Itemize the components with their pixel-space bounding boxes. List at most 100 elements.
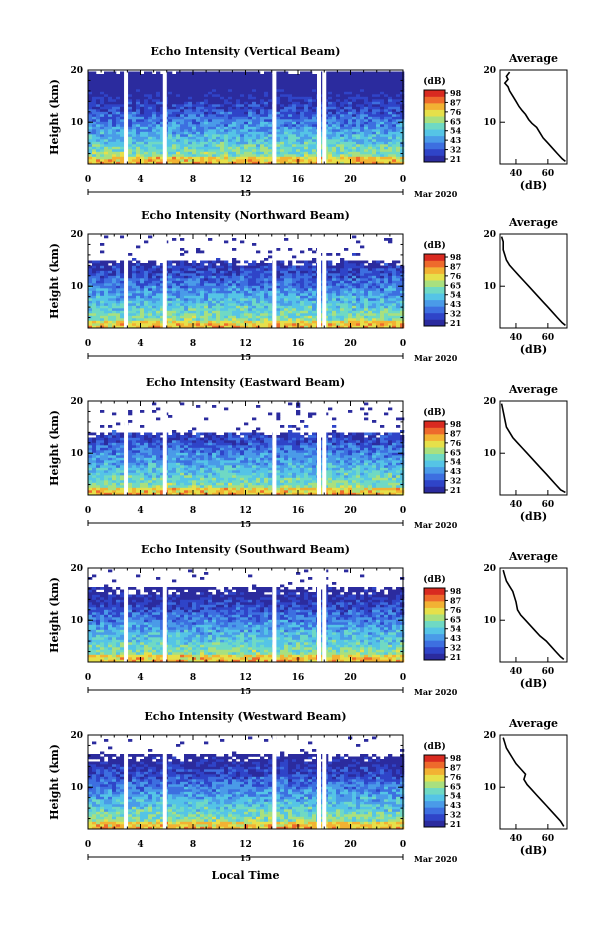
heatmap-cell (196, 79, 200, 82)
heatmap-cell (132, 107, 136, 110)
heatmap-cell (360, 94, 364, 97)
heatmap-cell (188, 114, 192, 117)
heatmap-cell (140, 114, 144, 117)
heatmap-cell (280, 99, 284, 102)
heatmap-cell (220, 109, 224, 112)
heatmap-cell (336, 159, 340, 162)
heatmap-cell (144, 147, 148, 150)
heatmap-cell (292, 84, 296, 87)
heatmap-cell (196, 84, 200, 87)
heatmap-cell (336, 291, 340, 294)
heatmap-cell (156, 142, 160, 145)
heatmap-cell (384, 278, 388, 281)
heatmap-cell (364, 152, 368, 155)
heatmap-cell (308, 154, 312, 157)
heatmap-cell (360, 308, 364, 311)
heatmap-cell (228, 293, 232, 296)
heatmap-cell (352, 129, 356, 132)
heatmap-cell (264, 316, 268, 319)
heatmap-cell (268, 92, 272, 95)
heatmap-cell (144, 72, 148, 75)
heatmap-cell (380, 72, 384, 75)
heatmap-cell (244, 114, 248, 117)
heatmap-cell (228, 316, 232, 319)
heatmap-cell (340, 117, 344, 120)
heatmap-cell (368, 308, 372, 311)
heatmap-cell (200, 308, 204, 311)
heatmap-cell (288, 298, 292, 301)
heatmap-cell (116, 313, 120, 316)
heatmap-cell (188, 311, 192, 314)
heatmap-cell (296, 137, 300, 140)
heatmap-cell (188, 79, 192, 82)
heatmap-cell (368, 313, 372, 316)
heatmap-cell (260, 77, 264, 80)
heatmap-cell (224, 132, 228, 135)
heatmap-cell (204, 139, 208, 142)
heatmap-cell (100, 79, 104, 82)
heatmap-cell (240, 283, 244, 286)
heatmap-cell (312, 147, 316, 150)
heatmap-cell (292, 288, 296, 291)
heatmap-cell (372, 129, 376, 132)
heatmap-cell (232, 99, 236, 102)
heatmap-cell (396, 117, 400, 120)
heatmap-cell (236, 127, 240, 130)
heatmap-cell (144, 79, 148, 82)
heatmap-cell (304, 291, 308, 294)
heatmap-cell (180, 316, 184, 319)
heatmap-cell (312, 157, 316, 160)
heatmap-cell (228, 87, 232, 90)
heatmap-cell (340, 122, 344, 125)
heatmap-cell (372, 94, 376, 97)
heatmap-cell (340, 281, 344, 284)
heatmap-cell (332, 129, 336, 132)
heatmap-cell (280, 132, 284, 135)
heatmap-cell (308, 316, 312, 319)
heatmap-cell (168, 117, 172, 120)
heatmap-cell (184, 266, 188, 269)
heatmap-cell (172, 82, 176, 85)
heatmap-cell (140, 157, 144, 160)
heatmap-cell (352, 149, 356, 152)
heatmap-cell (236, 74, 240, 77)
heatmap-cell (360, 286, 364, 289)
heatmap-cell (280, 298, 284, 301)
heatmap-cell (200, 323, 204, 326)
heatmap-cell (296, 273, 300, 276)
heatmap-cell (244, 293, 248, 296)
heatmap-cell (256, 268, 260, 271)
heatmap-cell (344, 137, 348, 140)
heatmap-cell (180, 323, 184, 326)
heatmap-cell (204, 147, 208, 150)
heatmap-cell (344, 296, 348, 299)
heatmap-cell (332, 301, 336, 304)
heatmap-cell (144, 132, 148, 135)
heatmap-cell (132, 117, 136, 120)
heatmap-cell (376, 132, 380, 135)
heatmap-cell (244, 266, 248, 269)
heatmap-cell (264, 104, 268, 107)
heatmap-cell (328, 112, 332, 115)
heatmap-cell (92, 147, 96, 150)
heatmap-cell (168, 84, 172, 87)
heatmap-cell (380, 283, 384, 286)
heatmap-cell (208, 268, 212, 271)
heatmap-cell (152, 271, 156, 274)
heatmap-cell (180, 107, 184, 110)
heatmap-cell (308, 87, 312, 90)
heatmap-cell (308, 306, 312, 309)
heatmap-cell (372, 306, 376, 309)
heatmap-cell (396, 147, 400, 150)
heatmap-cell (260, 114, 264, 117)
heatmap-cell (364, 308, 368, 311)
heatmap-cell (128, 117, 132, 120)
heatmap-cell (384, 268, 388, 271)
heatmap-cell (336, 144, 340, 147)
heatmap-cell (284, 74, 288, 77)
heatmap-cell (268, 124, 272, 127)
heatmap-cell (100, 271, 104, 274)
heatmap-cell (296, 271, 300, 274)
heatmap-cell (356, 109, 360, 112)
heatmap-cell (304, 283, 308, 286)
